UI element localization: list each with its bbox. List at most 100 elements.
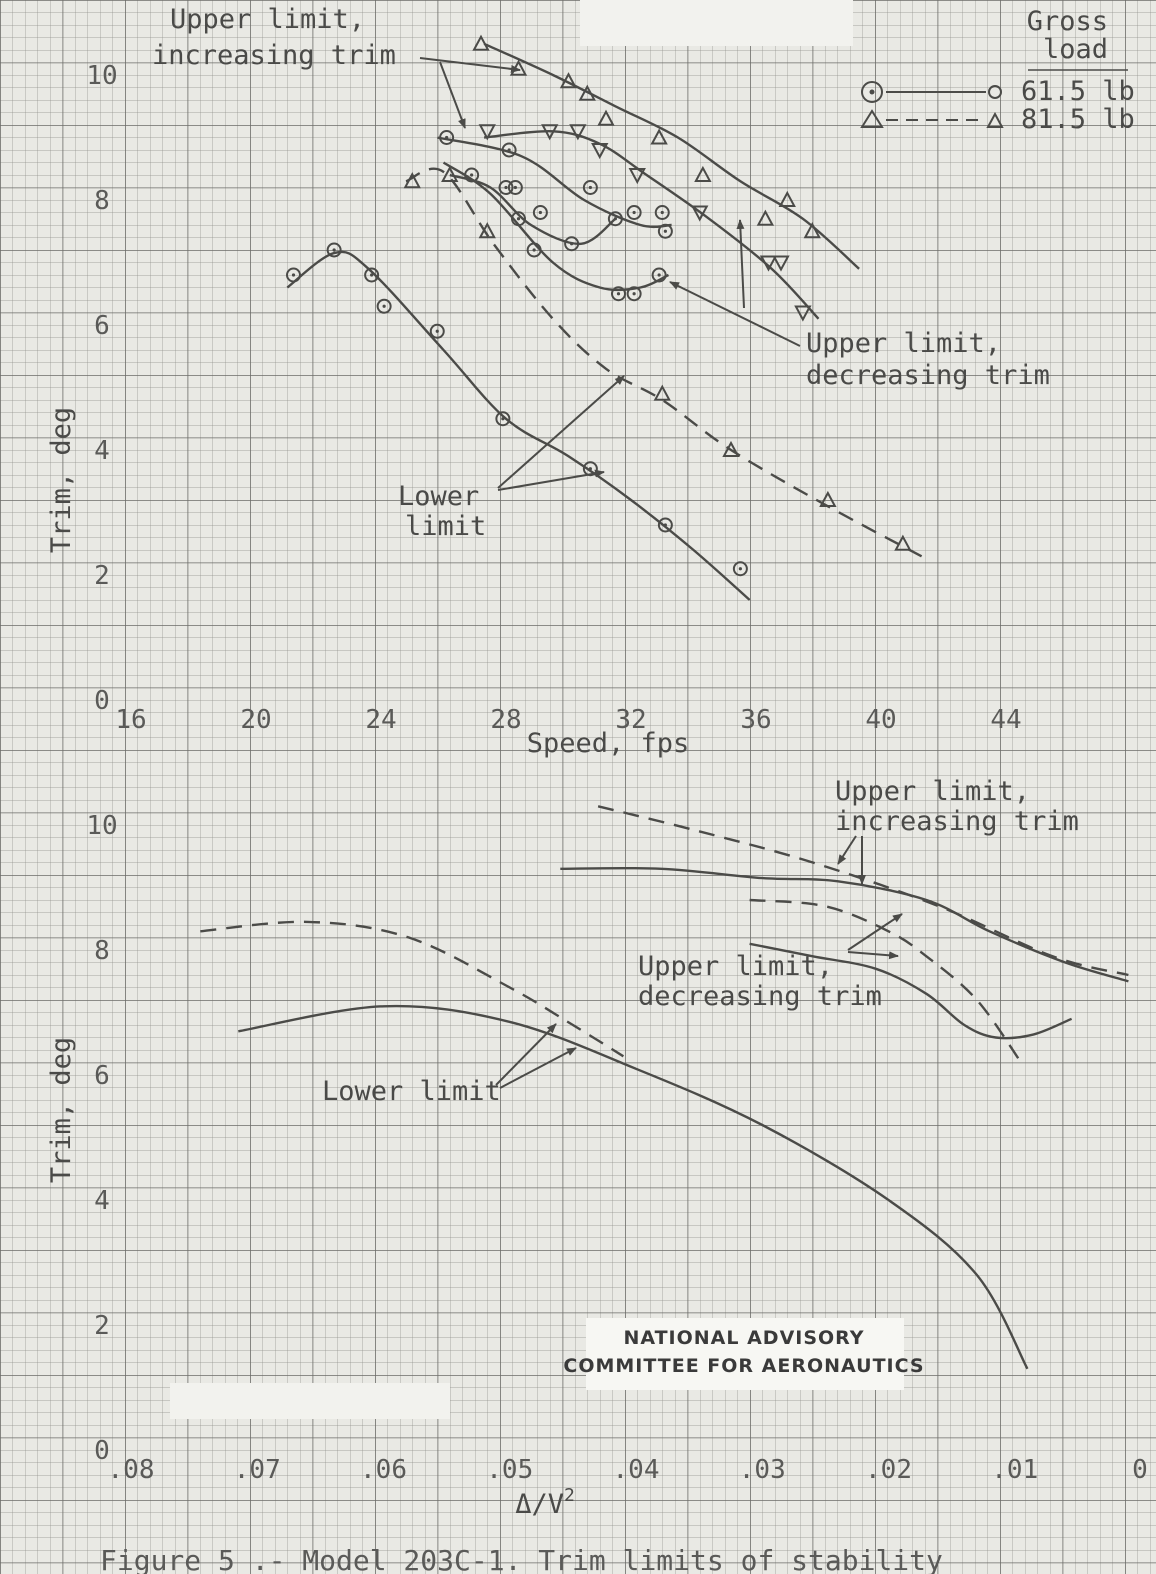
- naca-stamp-line2: COMMITTEE FOR AERONAUTICS: [563, 1355, 924, 1377]
- top-annotation-upper-dec-line1: Upper limit,: [806, 328, 1001, 359]
- bottom-x-tick-label: .05: [486, 1455, 533, 1485]
- bottom-x-tick-label: .04: [613, 1455, 660, 1485]
- top-x-tick-label: 20: [240, 705, 271, 735]
- data-point-triangle: [578, 84, 596, 101]
- data-point-circle: [498, 180, 514, 195]
- data-point-circle: [501, 142, 517, 158]
- data-point-triangle: [403, 172, 421, 189]
- data-point-circle: [495, 411, 511, 427]
- data-point-circle: [286, 267, 301, 283]
- top-y-axis-label: Trim, deg: [46, 407, 77, 553]
- bottom-x-tick-label: .07: [234, 1455, 281, 1485]
- legend: Gross load 61.5 lb 81.5 lb: [860, 6, 1135, 135]
- top-x-tick-label: 28: [490, 705, 521, 735]
- bottom-y-tick-label: 10: [86, 811, 117, 841]
- data-point-circle: [657, 223, 673, 239]
- top-y-tick-label: 2: [94, 561, 110, 591]
- data-point-triangle: [441, 165, 459, 182]
- data-point-circle: [507, 180, 523, 195]
- data-point-triangle: [694, 165, 712, 182]
- bottom-curve-solid: [560, 866, 1129, 983]
- bottom-curves: [200, 805, 1129, 1370]
- top-x-tick-label: 16: [115, 705, 146, 735]
- data-point-circle: [654, 205, 670, 220]
- arrow: [499, 1047, 577, 1089]
- arrow: [847, 951, 899, 960]
- top-x-tick-label: 36: [740, 705, 771, 735]
- arrow: [497, 375, 625, 489]
- data-point-circle: [511, 211, 526, 227]
- bottom-curve-solid: [238, 1004, 1029, 1370]
- stamp-box: [586, 1318, 904, 1390]
- data-point-triangle-down: [628, 168, 646, 185]
- data-point-triangle: [756, 209, 775, 226]
- arrow: [495, 1023, 557, 1086]
- data-point-triangle: [778, 190, 796, 207]
- arrow: [837, 835, 857, 865]
- bottom-y-tick-label: 4: [94, 1186, 110, 1216]
- bottom-x-tick-label: .02: [865, 1455, 912, 1485]
- data-point-circle: [439, 130, 455, 145]
- data-point-circle: [532, 205, 548, 220]
- data-point-triangle-down: [772, 255, 790, 272]
- arrow: [439, 61, 466, 129]
- legend-circle-marker: [861, 81, 883, 103]
- bottom-curve-dashed: [597, 805, 1129, 977]
- data-point-circle: [429, 323, 445, 339]
- data-point-triangle: [650, 128, 668, 145]
- top-x-axis-label: Speed, fps: [527, 728, 690, 759]
- data-point-triangle-down: [691, 205, 709, 222]
- upper-decreasing-61-5-curve: [442, 161, 670, 292]
- bottom-y-tick-label: 6: [94, 1061, 110, 1091]
- bottom-y-ticks: 0 2 4 6 8 10: [86, 811, 117, 1466]
- bottom-y-tick-label: 0: [94, 1436, 110, 1466]
- legend-entry-81-5: 81.5 lb: [1021, 104, 1135, 135]
- top-x-tick-label: 32: [615, 705, 646, 735]
- data-point-triangle: [597, 109, 615, 126]
- data-point-triangle-down: [794, 305, 812, 322]
- data-point-triangle: [559, 72, 578, 89]
- top-y-tick-label: 4: [94, 436, 110, 466]
- top-y-tick-label: 8: [94, 186, 110, 216]
- data-point-circle: [564, 236, 580, 252]
- data-point-triangle-down: [591, 143, 609, 160]
- bottom-y-tick-label: 8: [94, 936, 110, 966]
- legend-triangle-marker: [860, 109, 884, 128]
- upper-increasing-61-5-curve: [437, 136, 672, 229]
- bottom-curve-dashed: [200, 920, 625, 1058]
- data-point-triangle-down: [541, 124, 559, 141]
- top-y-tick-label: 0: [94, 686, 110, 716]
- arrow: [669, 281, 801, 347]
- legend-entry-61-5: 61.5 lb: [1021, 76, 1135, 107]
- bottom-x-ticks: .08 .07 .06 .05 .04 .03 .02 .01 0: [108, 1455, 1148, 1485]
- top-x-ticks: 16 20 24 28 32 36 40 44: [115, 705, 1021, 735]
- top-x-tick-label: 44: [990, 705, 1021, 735]
- top-annotation-upper-dec-line2: decreasing trim: [806, 360, 1050, 391]
- data-point-circle: [464, 167, 480, 183]
- top-annotation-upper-inc-line2: increasing trim: [152, 40, 396, 71]
- bottom-y-tick-label: 2: [94, 1311, 110, 1341]
- data-point-circle: [626, 286, 642, 302]
- top-x-tick-label: 24: [365, 705, 396, 735]
- data-point-circle: [526, 242, 542, 258]
- data-point-circle: [582, 180, 598, 195]
- top-curves: [286, 42, 923, 601]
- data-point-circle: [657, 517, 673, 533]
- data-point-circle: [607, 211, 623, 227]
- blank-label-bottom: [170, 1383, 450, 1419]
- top-y-tick-label: 6: [94, 311, 110, 341]
- arrow: [419, 57, 521, 73]
- arrow: [497, 469, 605, 491]
- data-point-circle: [376, 298, 392, 314]
- top-y-ticks: 0 2 4 6 8 10: [86, 61, 117, 716]
- data-point-triangle: [722, 440, 740, 457]
- data-point-circle: [364, 267, 380, 283]
- top-annotation-upper-inc-line1: Upper limit,: [170, 4, 365, 35]
- bottom-x-tick-label: .03: [739, 1455, 786, 1485]
- data-point-triangle: [653, 384, 671, 401]
- top-annotation-lower-line2: limit: [405, 511, 486, 542]
